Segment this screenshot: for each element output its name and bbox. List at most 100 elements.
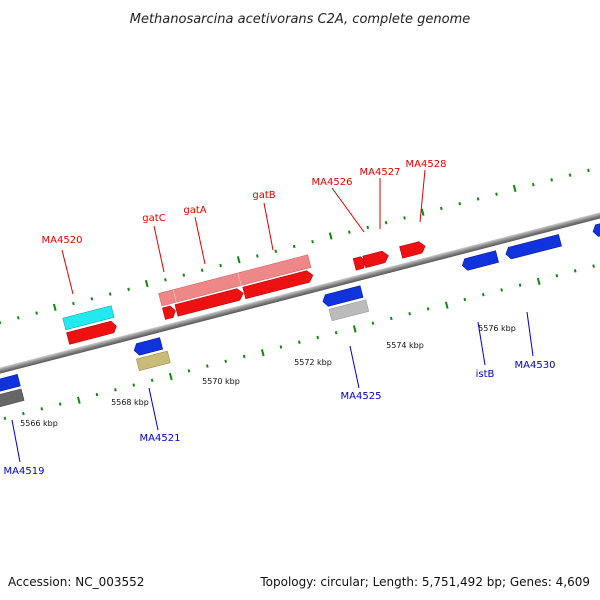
forward-row-minor-tick (366, 225, 370, 230)
forward-row-minor-tick (0, 320, 2, 325)
gene-ma4525-grey[interactable] (328, 299, 370, 322)
reverse-row-minor-tick (297, 340, 301, 344)
scale-label-5574: 5574 kbp (386, 341, 424, 350)
reverse-row-minor-tick (316, 335, 320, 340)
forward-row-major-tick (52, 303, 57, 311)
label-gatb[interactable]: gatB (252, 190, 275, 201)
gene-gatc-cds[interactable] (162, 305, 177, 320)
reverse-row-minor-tick (187, 369, 191, 373)
scale-label-5576: 5576 kbp (478, 324, 516, 333)
reverse-row-minor-tick (518, 283, 522, 287)
forward-row-minor-tick (311, 240, 314, 244)
label-ma4527[interactable]: MA4527 (360, 167, 401, 178)
reverse-row-minor-tick (22, 411, 25, 416)
gene-ma4519-cds[interactable] (0, 374, 21, 396)
label-gatc[interactable]: gatC (142, 213, 165, 224)
reverse-row-minor-tick (95, 392, 99, 397)
forward-row-minor-tick (72, 301, 75, 306)
reverse-tick-row (3, 264, 595, 421)
map-title: Methanosarcina acetivorans C2A, complete… (130, 12, 471, 27)
label-ma4520[interactable]: MA4520 (42, 235, 83, 246)
gene-ma4520-cds[interactable] (66, 320, 118, 345)
label-ma4528[interactable]: MA4528 (406, 159, 447, 170)
forward-tick-row (0, 168, 590, 325)
reverse-row-minor-tick (334, 331, 338, 335)
forward-row-minor-tick (108, 292, 112, 296)
gene-ma4520-cyan[interactable] (62, 305, 115, 331)
reverse-row-minor-tick (573, 269, 577, 273)
reverse-row-minor-tick (132, 383, 136, 387)
forward-row-minor-tick (550, 178, 554, 182)
gene-ma4521-cds[interactable] (133, 337, 163, 357)
forward-row-major-tick (236, 256, 241, 264)
reverse-row-major-tick (352, 325, 357, 333)
label-ma4526[interactable]: MA4526 (312, 177, 353, 188)
reverse-row-minor-tick (114, 388, 117, 392)
reverse-row-minor-tick (279, 345, 283, 349)
label-ma4525[interactable]: MA4525 (341, 391, 382, 402)
forward-row-minor-tick (403, 216, 406, 220)
forward-row-minor-tick (531, 182, 535, 187)
reverse-row-minor-tick (426, 307, 430, 311)
reverse-row-minor-tick (371, 321, 375, 325)
gene-istb-cds[interactable] (461, 250, 499, 272)
gene-ma4521-olive[interactable] (136, 350, 171, 372)
forward-row-minor-tick (495, 192, 498, 196)
label-ma4519[interactable]: MA4519 (4, 466, 45, 477)
gene-ma4527-cds[interactable] (362, 250, 390, 269)
reverse-row-major-tick (168, 372, 173, 381)
forward-row-minor-tick (274, 249, 278, 253)
gene-gata-cds[interactable] (174, 287, 245, 317)
reverse-row-major-tick (536, 277, 541, 286)
forward-row-minor-tick (182, 273, 186, 277)
forward-row-major-tick (512, 184, 517, 193)
gene-partial-right-cds[interactable] (591, 215, 600, 238)
forward-row-minor-tick (90, 297, 94, 301)
operon-gatcab-transcript[interactable] (158, 254, 312, 307)
scale-label-5570: 5570 kbp (202, 377, 240, 386)
forward-genes (62, 240, 427, 345)
gene-gatb-cds[interactable] (242, 269, 315, 300)
genome-track (0, 168, 600, 421)
reverse-row-minor-tick (555, 273, 559, 278)
scale-label-5572: 5572 kbp (294, 358, 332, 367)
reverse-row-minor-tick (58, 402, 62, 406)
gene-ma4525-cds[interactable] (321, 285, 364, 308)
scale-label-5566: 5566 kbp (20, 419, 58, 428)
reverse-row-minor-tick (500, 288, 503, 292)
reverse-genes (0, 215, 600, 411)
gene-ma4528-cds[interactable] (399, 240, 427, 259)
reverse-row-minor-tick (3, 416, 7, 421)
forward-row-minor-tick (219, 263, 222, 268)
forward-row-minor-tick (458, 201, 462, 206)
reverse-row-minor-tick (408, 311, 412, 316)
scale-labels: 5566 kbp 5568 kbp 5570 kbp 5572 kbp 5574… (20, 324, 516, 428)
forward-row-minor-tick (200, 268, 204, 272)
reverse-row-minor-tick (242, 354, 246, 359)
forward-row-minor-tick (35, 311, 38, 315)
label-istb[interactable]: istB (476, 369, 495, 380)
forward-row-minor-tick (16, 316, 20, 320)
reverse-row-major-tick (444, 301, 449, 309)
forward-row-minor-tick (348, 230, 351, 234)
label-gata[interactable]: gatA (183, 205, 206, 216)
gene-ma4530-cds[interactable] (504, 234, 562, 260)
label-ma4521[interactable]: MA4521 (140, 433, 181, 444)
gene-ma4526-cds[interactable] (352, 256, 367, 271)
forward-row-minor-tick (127, 287, 130, 291)
reverse-row-minor-tick (481, 292, 485, 297)
forward-row-major-tick (328, 232, 333, 240)
genome-info-text: Topology: circular; Length: 5,751,492 bp… (259, 575, 590, 589)
reverse-row-minor-tick (205, 364, 209, 368)
forward-row-minor-tick (439, 206, 443, 211)
label-ma4530[interactable]: MA4530 (515, 360, 556, 371)
reverse-row-minor-tick (224, 359, 228, 363)
forward-row-major-tick (420, 208, 425, 216)
gene-ma4519-dark[interactable] (0, 388, 25, 411)
forward-row-major-tick (144, 279, 149, 288)
forward-row-minor-tick (164, 278, 167, 282)
forward-row-minor-tick (587, 168, 590, 173)
reverse-row-minor-tick (592, 264, 595, 268)
reverse-row-minor-tick (40, 407, 44, 411)
